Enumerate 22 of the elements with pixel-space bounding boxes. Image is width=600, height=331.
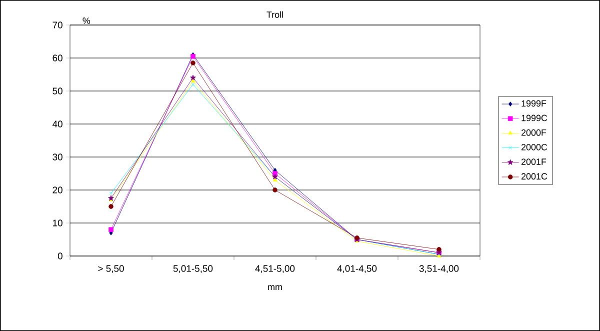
y-tick-label: 30 [52, 154, 62, 160]
x-tick-label: 5,01-5,50 [173, 265, 213, 274]
y-tick-label: 50 [52, 88, 62, 94]
y-tick-label: 60 [52, 54, 62, 62]
y-tick-label: 10 [53, 220, 62, 226]
y-tick-label: 70 [52, 22, 62, 28]
legend-label: 1999F [522, 100, 546, 107]
legend-label: 2001C [521, 173, 548, 180]
legend-label: 2000C [521, 144, 548, 150]
y-axis-title: % [82, 18, 90, 24]
legend-label: 2001F [521, 158, 546, 165]
x-tick-label: 4,51-5,00 [255, 265, 295, 274]
x-tick-label: > 5,50 [98, 265, 124, 274]
legend-label: 2000F [521, 129, 546, 136]
x-tick-label: 4,01-4,50 [337, 265, 377, 274]
y-tick-label: 20 [52, 186, 62, 194]
legend-label: 1999C [522, 114, 548, 122]
y-tick-label: 40 [52, 120, 62, 128]
y-tick-label: 0 [58, 252, 62, 260]
x-tick-label: 3,51-4,00 [419, 265, 459, 274]
x-axis-title: mm [268, 285, 282, 290]
chart-title: Troll [266, 11, 283, 18]
